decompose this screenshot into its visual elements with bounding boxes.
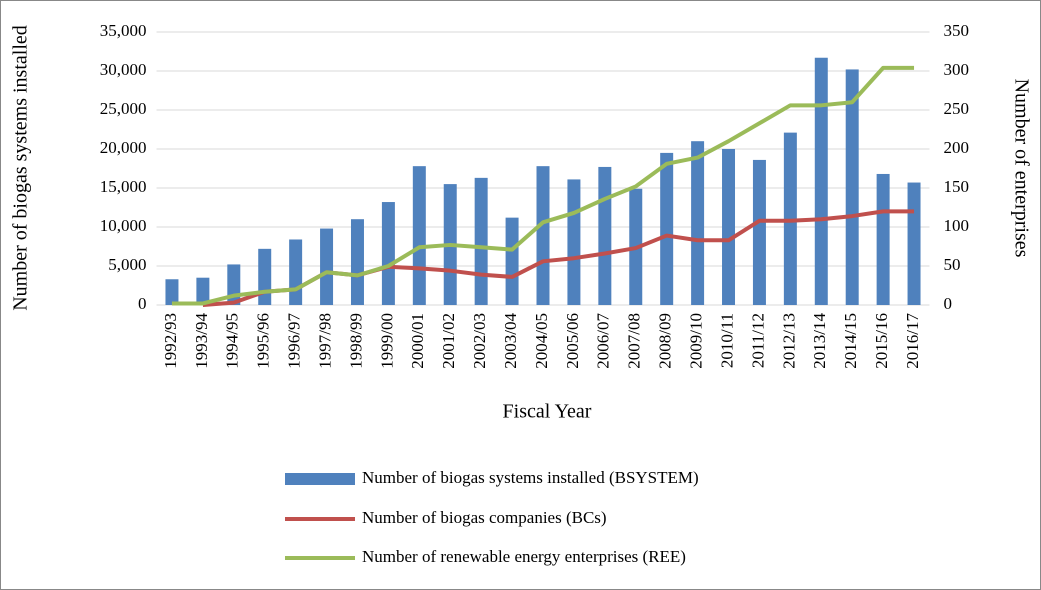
x-tick-label: 2006/07 bbox=[594, 313, 613, 369]
bar bbox=[598, 166, 612, 305]
x-axis-title: Fiscal Year bbox=[503, 401, 592, 423]
bar bbox=[289, 239, 303, 305]
bar bbox=[196, 277, 210, 305]
y-tick-label: 20,000 bbox=[100, 138, 147, 157]
x-tick-label: 2005/06 bbox=[563, 313, 582, 369]
x-tick-label: 2008/09 bbox=[656, 313, 675, 369]
x-tick-label: 2002/03 bbox=[470, 313, 489, 369]
x-tick-label: 2016/17 bbox=[903, 313, 922, 369]
bar bbox=[412, 166, 426, 305]
bar bbox=[876, 173, 890, 305]
bar bbox=[474, 177, 488, 305]
y2-axis-title: Number of enterprises bbox=[1010, 79, 1032, 258]
y-tick-label: 15,000 bbox=[100, 177, 147, 196]
bar bbox=[907, 182, 921, 305]
x-tick-label: 2013/14 bbox=[810, 313, 829, 369]
y-tick-label: 5,000 bbox=[108, 255, 146, 274]
x-tick-label: 2011/12 bbox=[748, 313, 767, 368]
bar bbox=[258, 248, 272, 305]
y2-tick-label: 250 bbox=[944, 99, 970, 118]
line bbox=[171, 65, 915, 306]
x-tick-label: 2001/02 bbox=[439, 313, 458, 369]
bar bbox=[845, 69, 859, 305]
x-tick-label: 2003/04 bbox=[501, 313, 520, 369]
bar bbox=[165, 279, 179, 305]
legend-swatch bbox=[285, 473, 355, 485]
y-tick-label: 30,000 bbox=[100, 60, 147, 79]
x-tick-label: 2014/15 bbox=[841, 313, 860, 369]
bar bbox=[814, 57, 828, 305]
legend-label: Number of renewable energy enterprises (… bbox=[362, 547, 686, 566]
x-tick-label: 2009/10 bbox=[687, 313, 706, 369]
y2-tick-label: 100 bbox=[944, 216, 970, 235]
bar bbox=[567, 179, 581, 305]
bar bbox=[505, 217, 519, 305]
y-tick-label: 10,000 bbox=[100, 216, 147, 235]
legend-label: Number of biogas systems installed (BSYS… bbox=[362, 468, 699, 487]
y2-tick-label: 150 bbox=[944, 177, 970, 196]
bar bbox=[722, 149, 736, 305]
x-tick-label: 1994/95 bbox=[223, 313, 242, 369]
x-tick-label: 2012/13 bbox=[779, 313, 798, 369]
y2-tick-label: 350 bbox=[944, 21, 970, 40]
x-tick-label: 2010/11 bbox=[717, 313, 736, 368]
x-tick-label: 1998/99 bbox=[346, 313, 365, 369]
x-tick-label: 1993/94 bbox=[192, 313, 211, 369]
bar bbox=[227, 264, 241, 305]
x-tick-label: 1996/97 bbox=[285, 313, 304, 369]
x-tick-label: 1997/98 bbox=[315, 313, 334, 369]
x-tick-label: 1995/96 bbox=[254, 313, 273, 369]
x-tick-label: 2004/05 bbox=[532, 313, 551, 369]
y-tick-label: 0 bbox=[138, 294, 147, 313]
bar bbox=[752, 159, 766, 305]
y-tick-label: 25,000 bbox=[100, 99, 147, 118]
bar bbox=[320, 228, 334, 305]
bar bbox=[691, 141, 705, 305]
y2-tick-label: 300 bbox=[944, 60, 970, 79]
y-axis-title: Number of biogas systems installed bbox=[10, 25, 32, 311]
bar bbox=[536, 166, 550, 305]
x-tick-label: 2007/08 bbox=[625, 313, 644, 369]
x-tick-label: 2015/16 bbox=[872, 313, 891, 369]
y2-tick-label: 200 bbox=[944, 138, 970, 157]
bar bbox=[381, 202, 395, 305]
legend-label: Number of biogas companies (BCs) bbox=[362, 508, 607, 527]
x-tick-label: 1999/00 bbox=[377, 313, 396, 369]
y-tick-label: 35,000 bbox=[100, 21, 147, 40]
x-tick-label: 1992/93 bbox=[161, 313, 180, 369]
y2-tick-label: 0 bbox=[944, 294, 953, 313]
bar bbox=[350, 219, 364, 305]
x-tick-label: 2000/01 bbox=[408, 313, 427, 369]
y2-tick-label: 50 bbox=[944, 255, 961, 274]
bar bbox=[660, 152, 674, 305]
